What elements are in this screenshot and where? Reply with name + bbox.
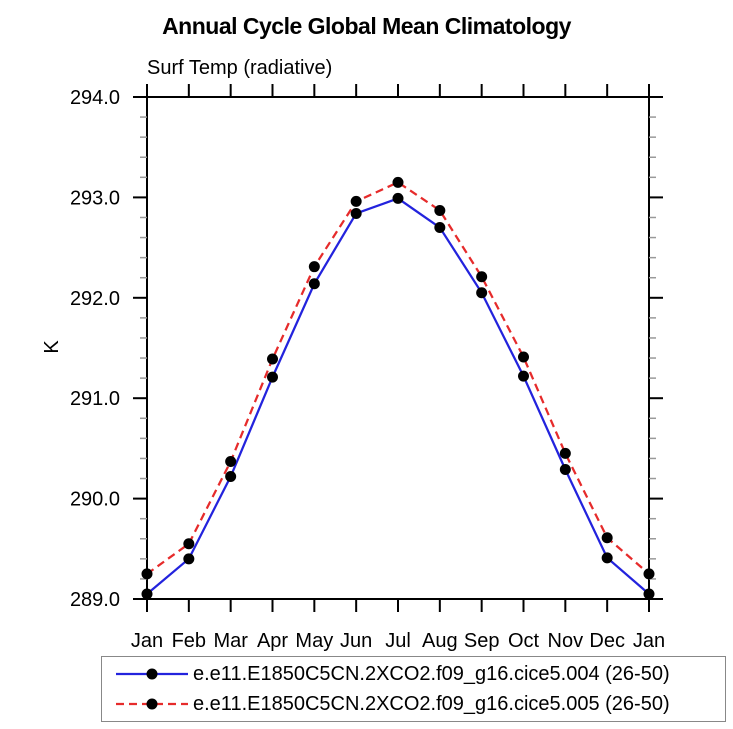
data-point-marker-1 xyxy=(183,538,195,550)
data-point-marker-0 xyxy=(601,552,613,564)
x-tick-label: May xyxy=(295,630,333,652)
data-point-marker-1 xyxy=(434,204,446,216)
chart-title: Annual Cycle Global Mean Climatology xyxy=(162,13,571,39)
axis-frame xyxy=(146,96,650,600)
y-tick-label: 290.0 xyxy=(70,489,120,511)
y-tick-label: 291.0 xyxy=(70,388,120,410)
data-point-marker-0 xyxy=(434,222,446,234)
x-tick-label: Jan xyxy=(131,630,163,652)
y-tick-label: 292.0 xyxy=(70,288,120,310)
data-point-marker-1 xyxy=(267,353,278,365)
data-point-marker-1 xyxy=(308,261,320,273)
x-tick-label: Mar xyxy=(213,630,248,652)
x-tick-label: Apr xyxy=(257,630,288,652)
legend-line-sample-solid xyxy=(116,668,188,680)
x-tick-label: Nov xyxy=(548,630,584,652)
data-point-marker-1 xyxy=(350,195,362,207)
data-point-marker-0 xyxy=(308,278,320,290)
legend-label: e.e11.E1850C5CN.2XCO2.f09_g16.cice5.004 … xyxy=(193,662,670,685)
x-tick-label: Jul xyxy=(385,630,411,652)
legend-line-sample-dashed xyxy=(116,698,188,710)
x-tick-label: Aug xyxy=(422,630,458,652)
data-point-marker-0 xyxy=(225,471,237,483)
data-point-marker-0 xyxy=(267,371,278,383)
x-tick-label: Jun xyxy=(340,630,372,652)
x-tick-label: Feb xyxy=(172,630,206,652)
legend-label: e.e11.E1850C5CN.2XCO2.f09_g16.cice5.005 … xyxy=(193,692,670,715)
data-point-marker-0 xyxy=(643,588,655,600)
data-point-marker-1 xyxy=(518,351,529,363)
legend-item: e.e11.E1850C5CN.2XCO2.f09_g16.cice5.005 … xyxy=(102,691,725,717)
x-tick-label: Dec xyxy=(589,630,625,652)
data-point-marker-0 xyxy=(476,287,488,299)
data-point-marker-0 xyxy=(183,553,195,565)
data-point-marker-1 xyxy=(392,176,404,188)
data-point-marker-1 xyxy=(643,568,655,580)
y-tick-label: 293.0 xyxy=(70,187,120,209)
data-point-marker-1 xyxy=(141,568,153,580)
data-point-marker-0 xyxy=(518,370,529,382)
chart-subtitle: Surf Temp (radiative) xyxy=(147,57,333,79)
data-point-marker-1 xyxy=(225,455,237,467)
legend: e.e11.E1850C5CN.2XCO2.f09_g16.cice5.004 … xyxy=(101,656,726,722)
x-tick-label: Oct xyxy=(508,630,540,652)
x-tick-label: Sep xyxy=(464,630,500,652)
data-point-marker-1 xyxy=(601,532,613,544)
data-point-marker-0 xyxy=(141,588,153,600)
x-tick-label: Jan xyxy=(633,630,665,652)
data-point-marker-1 xyxy=(476,271,488,283)
y-tick-label: 294.0 xyxy=(70,87,120,109)
data-point-marker-0 xyxy=(559,463,571,475)
y-tick-label: 289.0 xyxy=(70,589,120,611)
data-point-marker-0 xyxy=(392,192,404,204)
data-point-marker-0 xyxy=(350,207,362,219)
series-line-1 xyxy=(146,181,650,575)
legend-item: e.e11.E1850C5CN.2XCO2.f09_g16.cice5.004 … xyxy=(102,661,725,687)
y-axis-unit-label: K xyxy=(41,340,63,354)
data-point-marker-1 xyxy=(559,447,571,459)
series-line-0 xyxy=(146,197,650,595)
